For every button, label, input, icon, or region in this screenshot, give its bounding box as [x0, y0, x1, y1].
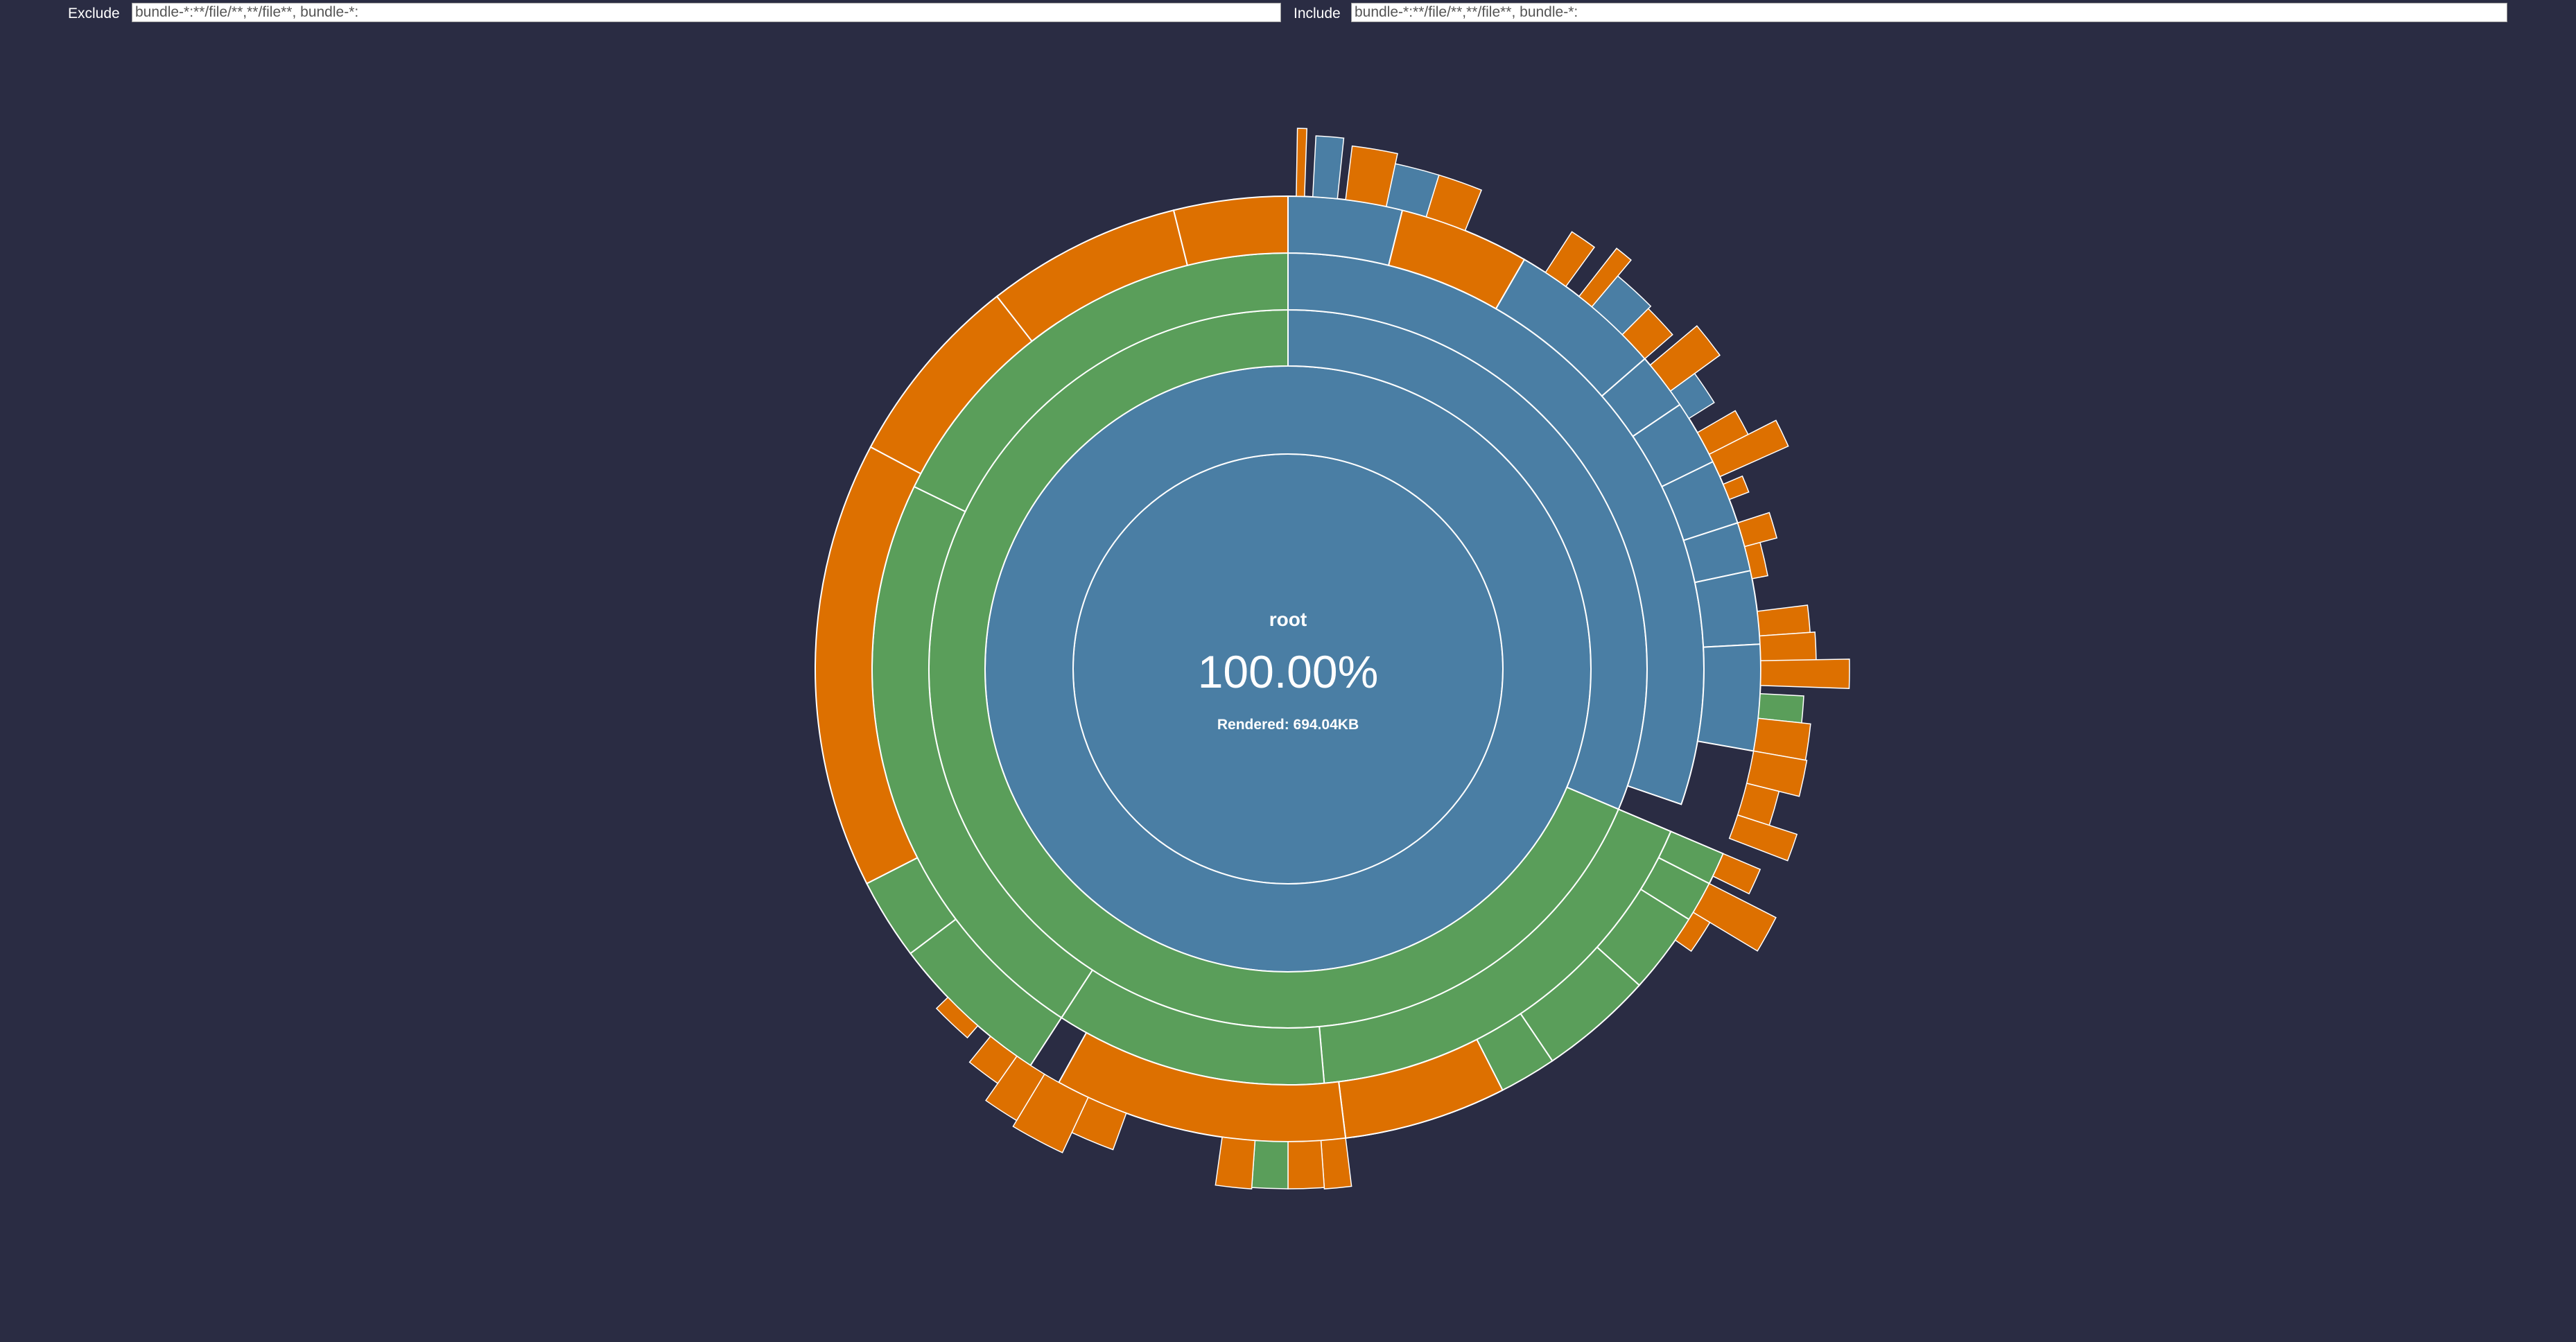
sunburst-segment-l5-7[interactable]: [1694, 570, 1761, 648]
sunburst-outer-segment-0[interactable]: [1296, 128, 1307, 198]
center-labels: root 100.00% Rendered: 694.04KB: [1198, 609, 1379, 733]
sunburst-outer-segment-35[interactable]: [935, 996, 979, 1039]
center-percent: 100.00%: [1198, 646, 1379, 697]
sunburst-segment-l5-22[interactable]: [1172, 195, 1289, 267]
sunburst-outer-segment-25[interactable]: [1692, 882, 1777, 952]
sunburst-rings: [815, 195, 1761, 1142]
sunburst-outer-segment-8[interactable]: [1621, 308, 1673, 360]
sunburst-outer-segment-16[interactable]: [1757, 604, 1811, 637]
sunburst-outer-segment-34[interactable]: [968, 1035, 1018, 1085]
sunburst-outer-segment-12[interactable]: [1708, 419, 1789, 478]
sunburst-outer-segment-1[interactable]: [1312, 135, 1345, 200]
sunburst-outer-segment-30[interactable]: [1215, 1136, 1256, 1190]
sunburst-outer-segment-5[interactable]: [1544, 231, 1596, 288]
sunburst-outer-segment-19[interactable]: [1757, 692, 1804, 724]
include-label: Include: [1294, 6, 1341, 21]
sunburst-outer-segment-29[interactable]: [1251, 1140, 1289, 1190]
sunburst-outer-segment-14[interactable]: [1737, 512, 1778, 548]
sunburst-outer-segment-15[interactable]: [1743, 541, 1768, 580]
sunburst-outer-segments: [935, 128, 1850, 1190]
exclude-input[interactable]: [132, 3, 1281, 22]
include-input[interactable]: [1351, 3, 2507, 22]
sunburst-outer-segment-28[interactable]: [1287, 1140, 1325, 1190]
center-rendered-size: Rendered: 694.04KB: [1217, 717, 1359, 733]
sunburst-segment-l5-8[interactable]: [1696, 643, 1761, 752]
center-title: root: [1269, 609, 1307, 630]
sunburst-outer-segment-26[interactable]: [1674, 912, 1711, 952]
sunburst-outer-segment-4[interactable]: [1425, 174, 1483, 232]
sunburst-outer-segment-10[interactable]: [1669, 372, 1715, 419]
exclude-label: Exclude: [68, 6, 120, 21]
filter-bar: Exclude Include: [0, 0, 2576, 28]
sunburst-outer-segment-27[interactable]: [1320, 1138, 1352, 1190]
sunburst-outer-segment-18[interactable]: [1759, 659, 1850, 690]
sunburst-outer-segment-23[interactable]: [1728, 814, 1798, 862]
sunburst-outer-segment-24[interactable]: [1712, 853, 1761, 895]
sunburst-outer-segment-13[interactable]: [1722, 475, 1750, 500]
